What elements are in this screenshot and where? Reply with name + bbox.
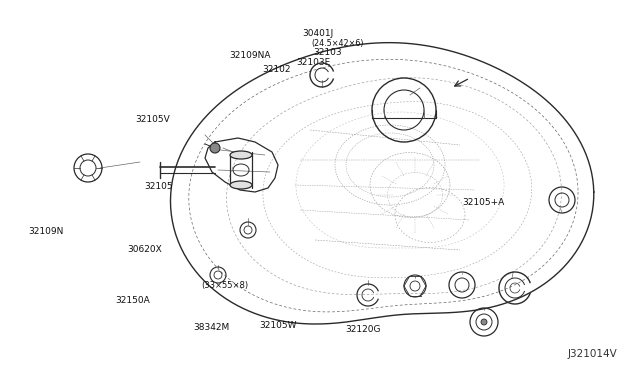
Text: (33×55×8): (33×55×8)	[202, 281, 249, 290]
Text: 38342M: 38342M	[193, 323, 229, 332]
Text: 32105+A: 32105+A	[463, 198, 505, 207]
Text: 30620X: 30620X	[127, 246, 162, 254]
Text: J321014V: J321014V	[568, 349, 618, 359]
Text: 32120G: 32120G	[346, 325, 381, 334]
Ellipse shape	[230, 181, 252, 189]
Ellipse shape	[230, 151, 252, 159]
Text: 32109N: 32109N	[28, 227, 64, 236]
Text: 32105W: 32105W	[260, 321, 297, 330]
Text: 30401J: 30401J	[302, 29, 333, 38]
Text: 32109NA: 32109NA	[229, 51, 270, 60]
Text: 32105: 32105	[145, 182, 173, 190]
Text: (24.5×42×6): (24.5×42×6)	[312, 39, 364, 48]
Circle shape	[210, 143, 220, 153]
Circle shape	[481, 319, 487, 325]
Text: 32102: 32102	[262, 65, 291, 74]
Text: 32105V: 32105V	[135, 115, 170, 124]
Text: 32103: 32103	[314, 48, 342, 57]
Text: 32103E: 32103E	[296, 58, 331, 67]
Text: 32150A: 32150A	[116, 296, 150, 305]
